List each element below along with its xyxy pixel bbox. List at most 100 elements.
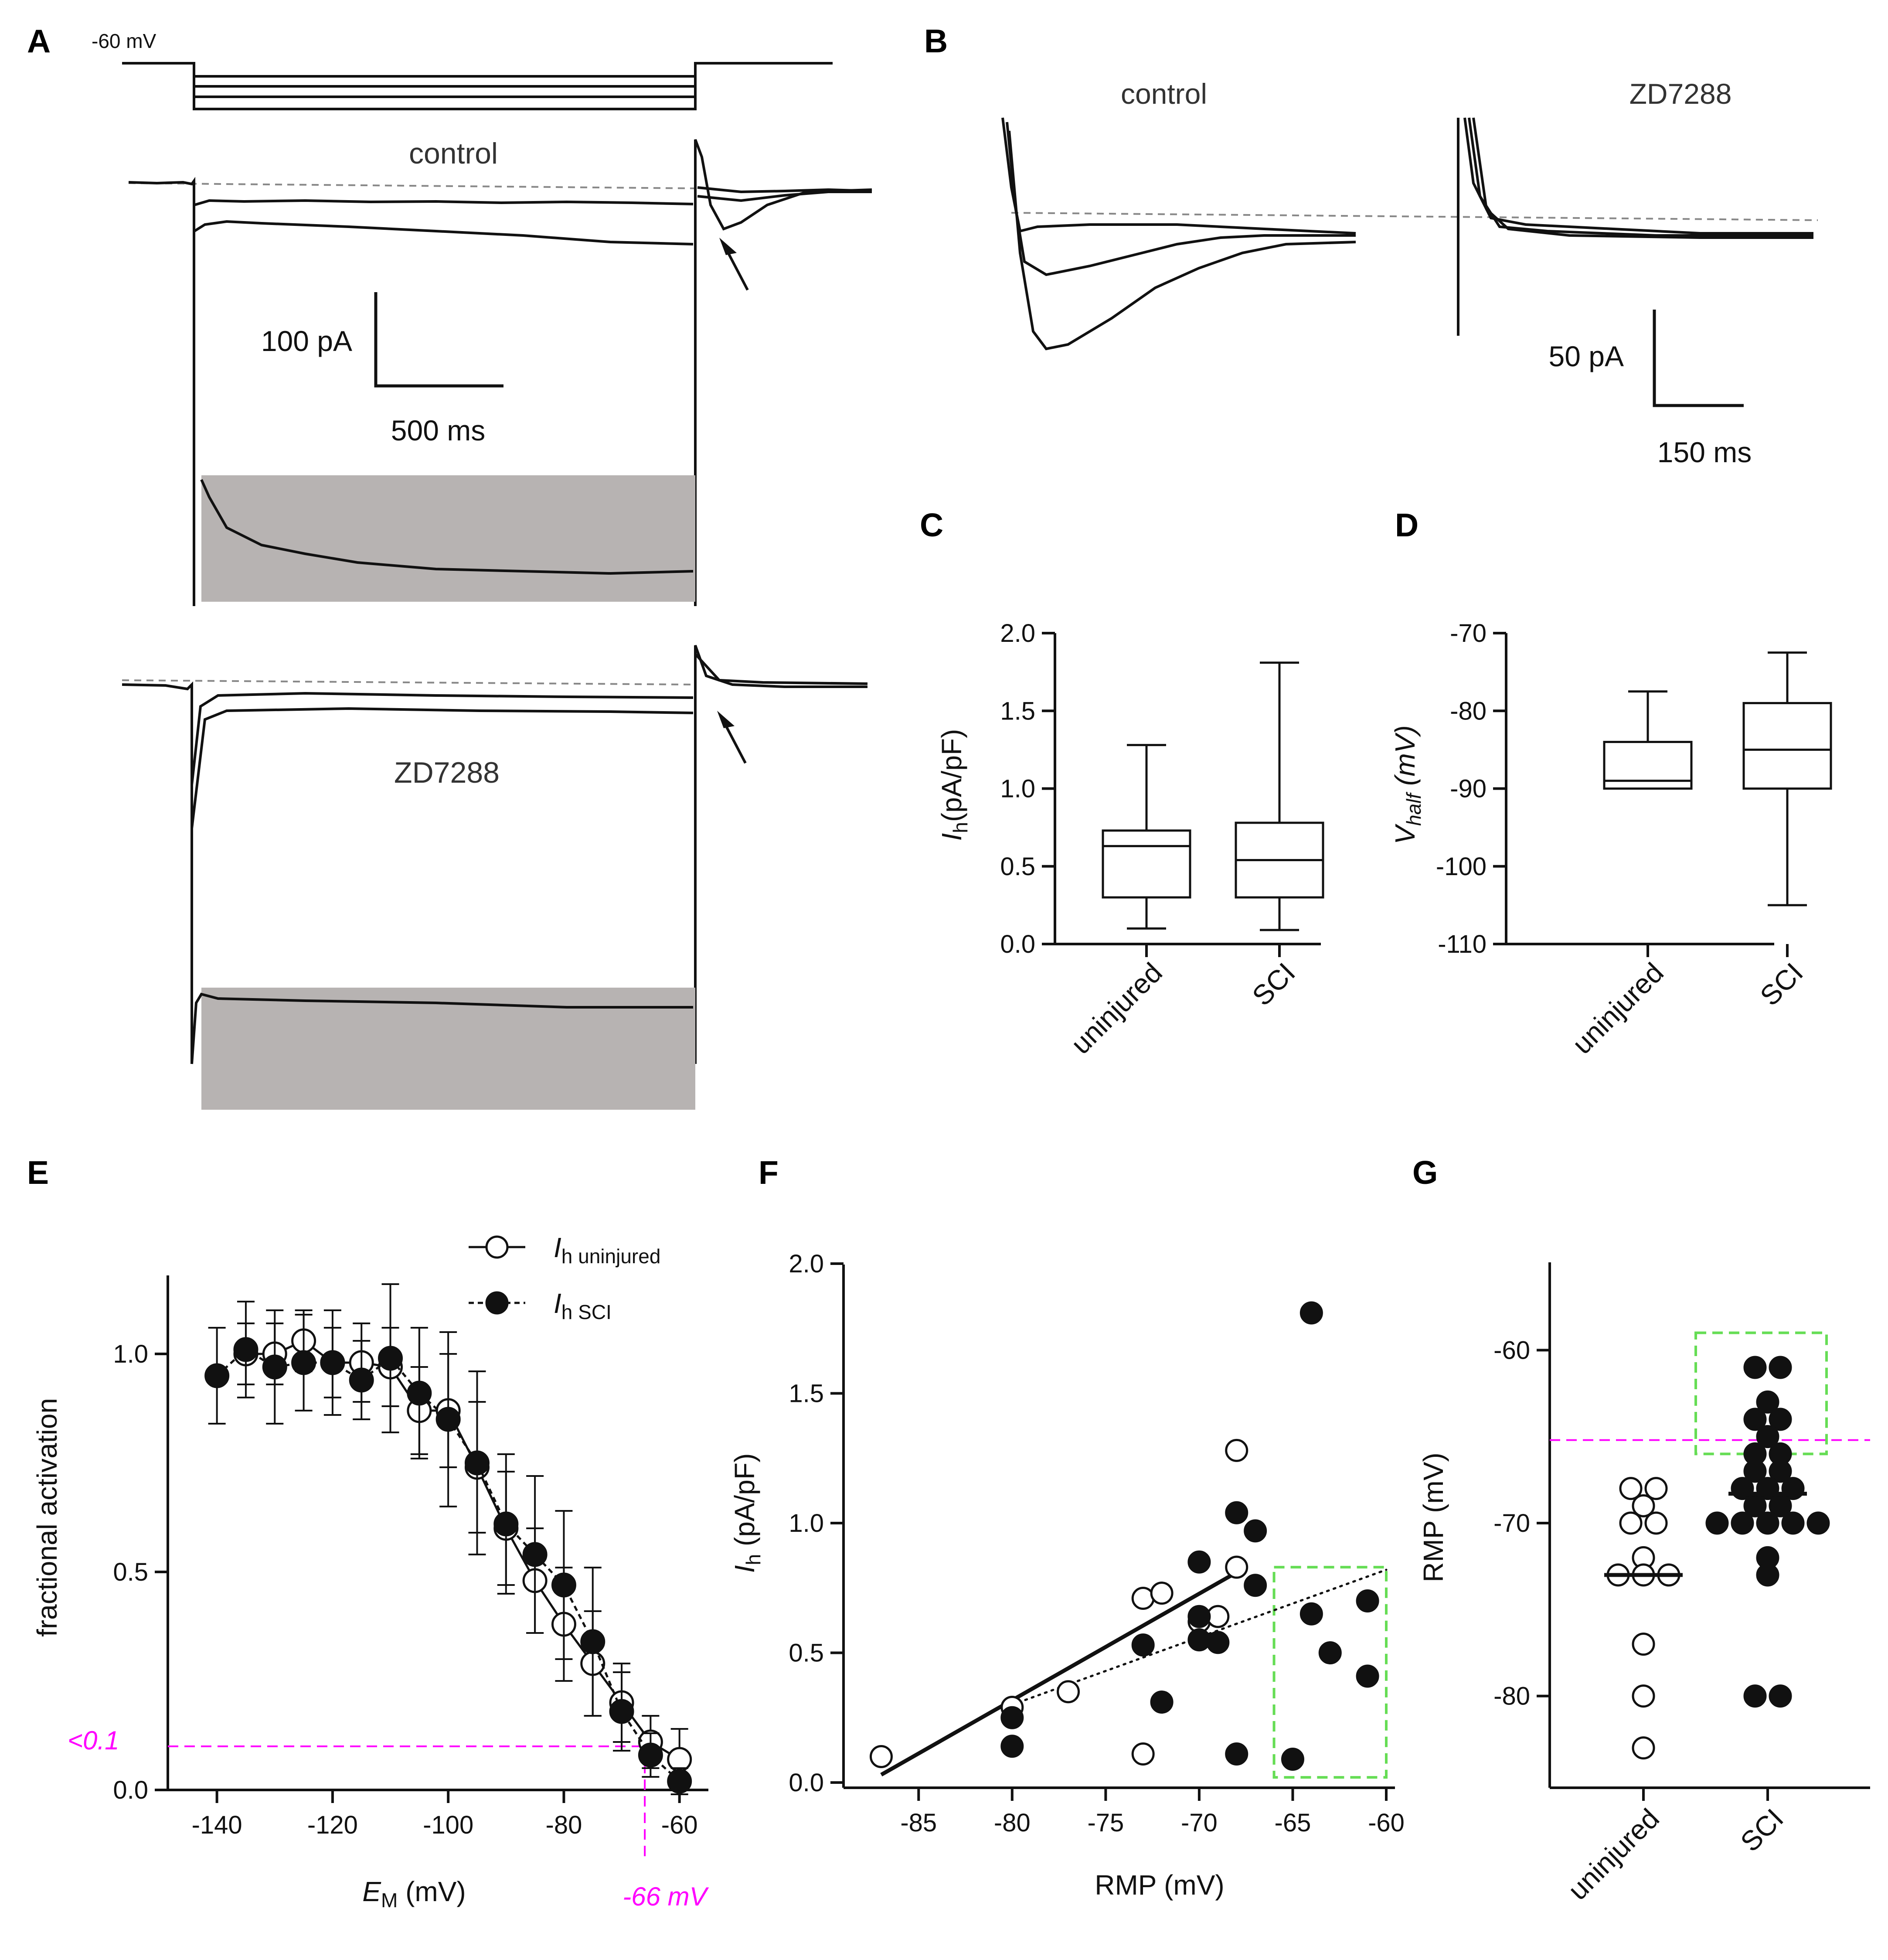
y-tick-label: 1.0 [113, 1340, 148, 1368]
sci-point [1743, 1459, 1767, 1483]
control-label: control [409, 137, 498, 170]
b-zd-label: ZD7288 [1629, 78, 1732, 110]
sci-point [1769, 1408, 1792, 1431]
e-legend: Ih uninjured Ih SCI [469, 1232, 660, 1323]
zd-subtracted-trace [191, 992, 693, 1064]
x-tick-label: -120 [307, 1811, 358, 1839]
panel-e-label: E [27, 1154, 49, 1191]
highlight-box [1272, 1566, 1388, 1779]
e-legend-sci: Ih SCI [554, 1288, 612, 1323]
e-plot-area: 0.0 0.5 1.0 -140 -120 -100 -80 -60 [113, 1275, 708, 1860]
scale-bar-b-y: 50 pA [1549, 340, 1624, 372]
uninjured-point [1057, 1680, 1080, 1704]
scale-bar-a [374, 292, 503, 388]
g-ylabel: RMP (mV) [1418, 1452, 1449, 1582]
uninjured-point [1632, 1736, 1655, 1760]
sci-point [1769, 1684, 1792, 1708]
y-tick-label: 0.5 [113, 1558, 148, 1586]
sci-point [320, 1350, 345, 1375]
g-plot-area: -80 -70 -60 uninjured SCI [1493, 1262, 1870, 1906]
sci-point [1281, 1747, 1304, 1771]
sci-point [1781, 1511, 1805, 1535]
uninjured-point [1632, 1684, 1655, 1708]
sci-point [1756, 1511, 1779, 1535]
control-subtracted-trace [200, 479, 694, 575]
e-legend-uninjured: Ih uninjured [554, 1232, 660, 1268]
panel-e: E fractional activation EM (mV) Ih uninj… [27, 1154, 709, 1912]
uninjured-point [1150, 1582, 1174, 1605]
y-tick-label: -90 [1450, 775, 1487, 803]
sci-point [493, 1511, 519, 1537]
y-tick-label: 0.0 [789, 1769, 824, 1797]
y-tick-label: 1.5 [789, 1380, 824, 1408]
uninjured-point [1632, 1633, 1655, 1656]
sci-point [349, 1367, 374, 1393]
y-tick-label: 0.5 [1000, 852, 1035, 881]
uninjured-point [1644, 1511, 1668, 1535]
sci-point [1806, 1511, 1830, 1535]
zd-current-traces [122, 644, 868, 1064]
sci-point [262, 1354, 287, 1380]
category-label: uninjured [1065, 957, 1168, 1060]
sci-point [1769, 1459, 1792, 1483]
uninjured-line [245, 1340, 680, 1761]
panel-g: G RMP (mV) -80 -70 -60 uninjured SCI [1412, 1154, 1870, 1906]
panel-g-label: G [1412, 1154, 1438, 1191]
holding-potential-label: -60 mV [92, 30, 156, 52]
uninjured-point [1644, 1477, 1668, 1500]
x-tick-label: -75 [1087, 1809, 1124, 1837]
category-label: uninjured [1562, 1803, 1665, 1906]
sci-point [1150, 1691, 1174, 1714]
sci-point [1743, 1356, 1767, 1379]
panel-d-label: D [1395, 507, 1419, 543]
f-xlabel: RMP (mV) [1095, 1869, 1224, 1901]
scale-bar-b-x: 150 ms [1657, 436, 1752, 468]
sci-point [667, 1769, 692, 1794]
y-tick-label: -70 [1493, 1509, 1530, 1537]
panel-f: F Ih (pA/pF) RMP (mV) 0.0 0.5 1.0 1.5 2.0 -85… [729, 1154, 1405, 1901]
f-ylabel: Ih (pA/pF) [729, 1453, 765, 1573]
panel-f-label: F [759, 1154, 779, 1191]
panel-b: B control ZD7288 50 pA 150 ms [924, 23, 1818, 468]
sci-point [464, 1450, 490, 1476]
x-tick-label: -85 [900, 1809, 937, 1837]
sci-point [1187, 1550, 1211, 1574]
sci-point [1756, 1390, 1779, 1414]
sci-point [1705, 1511, 1729, 1535]
d-ylabel: Vhalf (mV) [1389, 725, 1425, 844]
zd-label: ZD7288 [394, 756, 500, 789]
voltage-protocol [122, 62, 833, 110]
y-tick-label: 1.5 [1000, 697, 1035, 725]
sci-point [378, 1346, 403, 1371]
panel-d: D Vhalf (mV) -110 -100 -90 -80 -70 uninjured S… [1389, 507, 1832, 1060]
scale-bar-a-x: 500 ms [391, 414, 485, 447]
sci-point [522, 1542, 548, 1567]
uninjured-point [1131, 1587, 1155, 1610]
sci-point [1225, 1742, 1248, 1766]
b-zd-traces [1457, 117, 1813, 336]
e-threshold-label: <0.1 [68, 1726, 119, 1755]
e-xlabel: EM (mV) [362, 1876, 466, 1912]
sci-point [1000, 1706, 1024, 1729]
sci-point [609, 1699, 634, 1724]
panel-a-label: A [27, 23, 51, 59]
y-tick-label: -60 [1493, 1336, 1530, 1364]
uninjured-point [1225, 1555, 1248, 1579]
sci-point [1299, 1602, 1323, 1626]
sci-point [1187, 1605, 1211, 1628]
sci-point [233, 1337, 259, 1362]
sci-point [1244, 1519, 1267, 1543]
scale-bar-b [1653, 310, 1744, 407]
uninjured-point [1225, 1438, 1248, 1462]
x-tick-label: -80 [994, 1809, 1031, 1837]
sci-point [1131, 1633, 1155, 1657]
x-tick-label: -80 [546, 1811, 582, 1839]
control-subtracted-shade [201, 475, 695, 602]
sci-point [1206, 1631, 1230, 1654]
sci-point [407, 1381, 432, 1406]
sci-point [1756, 1425, 1779, 1449]
sci-point [1000, 1735, 1024, 1758]
category-label: uninjured [1566, 957, 1670, 1060]
panel-c-label: C [920, 507, 943, 543]
